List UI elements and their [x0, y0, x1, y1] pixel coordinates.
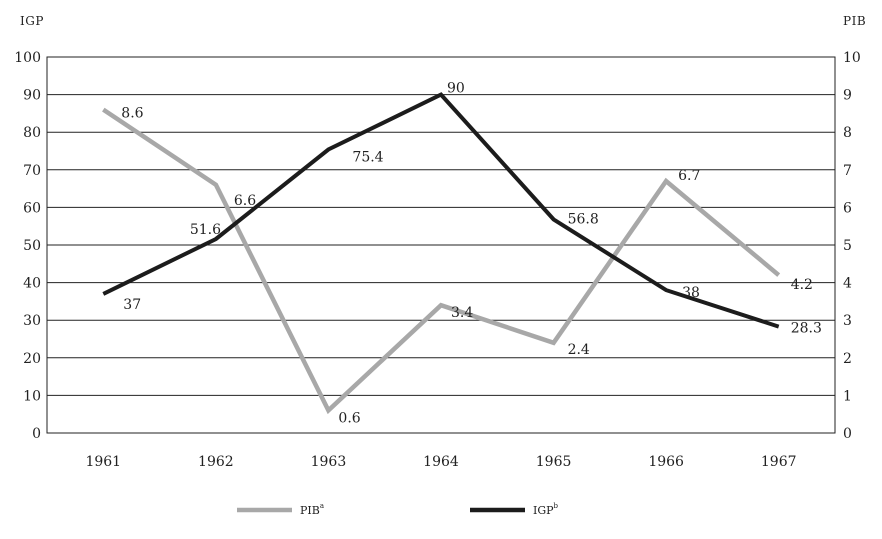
gridlines	[47, 94, 835, 396]
data-label: 2.4	[568, 342, 590, 358]
right-tick-label: 8	[843, 125, 852, 141]
x-tick-label: 1962	[198, 454, 234, 470]
left-tick-label: 0	[32, 426, 41, 442]
x-axis-ticks: 1961 1962 1963 1964 1965 1966 1967	[85, 454, 796, 470]
left-tick-label: 40	[23, 276, 41, 292]
x-tick-label: 1961	[85, 454, 121, 470]
x-tick-label: 1964	[423, 454, 459, 470]
x-tick-label: 1967	[761, 454, 797, 470]
data-label: 3.4	[451, 305, 473, 321]
data-label: 6.7	[678, 168, 700, 184]
legend: PIBa IGPb	[237, 502, 559, 517]
series-lines	[102, 92, 781, 415]
legend-superscript: b	[554, 502, 559, 510]
data-label: 90	[447, 81, 465, 97]
data-label: 37	[123, 297, 141, 313]
data-label: 8.6	[121, 106, 143, 122]
data-label: 4.2	[791, 277, 813, 293]
left-tick-label: 90	[23, 88, 41, 104]
left-tick-label: 20	[23, 351, 41, 367]
data-label: 51.6	[190, 222, 221, 238]
right-tick-label: 1	[843, 388, 852, 404]
left-tick-label: 60	[23, 200, 41, 216]
right-tick-label: 3	[843, 313, 852, 329]
data-label: 75.4	[352, 149, 383, 165]
left-axis-ticks: 0 10 20 30 40 50 60 70 80 90 100	[14, 50, 41, 442]
data-label: 6.6	[234, 193, 256, 209]
left-tick-label: 10	[23, 388, 41, 404]
right-tick-label: 6	[843, 200, 852, 216]
data-labels: 8.6 6.6 0.6 3.4 2.4 6.7 4.2 37 51.6 75.4 90 56.8 38 2…	[121, 81, 822, 427]
right-tick-label: 7	[843, 163, 852, 179]
right-tick-label: 9	[843, 88, 852, 104]
series-line-igp	[102, 92, 780, 329]
x-tick-label: 1965	[536, 454, 572, 470]
left-tick-label: 70	[23, 163, 41, 179]
right-axis-title: PIB	[843, 14, 866, 28]
legend-series-name: PIB	[300, 504, 320, 517]
legend-series-name: IGP	[533, 504, 554, 517]
right-tick-label: 0	[843, 426, 852, 442]
legend-label-igp: IGPb	[533, 502, 559, 517]
x-tick-label: 1966	[648, 454, 684, 470]
data-label: 0.6	[338, 410, 360, 426]
data-label: 56.8	[568, 211, 599, 227]
series-line-pib	[102, 107, 781, 415]
right-tick-label: 5	[843, 238, 852, 254]
data-label: 38	[682, 285, 700, 301]
left-axis-title: IGP	[20, 14, 44, 28]
data-label: 28.3	[791, 321, 822, 337]
right-tick-label: 10	[843, 50, 861, 66]
right-axis-ticks: 0 1 2 3 4 5 6 7 8 9 10	[843, 50, 861, 442]
legend-label-pib: PIBa	[300, 502, 324, 517]
legend-superscript: a	[320, 502, 324, 510]
left-tick-label: 100	[14, 50, 41, 66]
right-tick-label: 2	[843, 351, 852, 367]
left-tick-label: 50	[23, 238, 41, 254]
right-tick-label: 4	[843, 276, 852, 292]
x-tick-label: 1963	[311, 454, 347, 470]
left-tick-label: 80	[23, 125, 41, 141]
left-tick-label: 30	[23, 313, 41, 329]
plot-frame	[46, 56, 836, 434]
